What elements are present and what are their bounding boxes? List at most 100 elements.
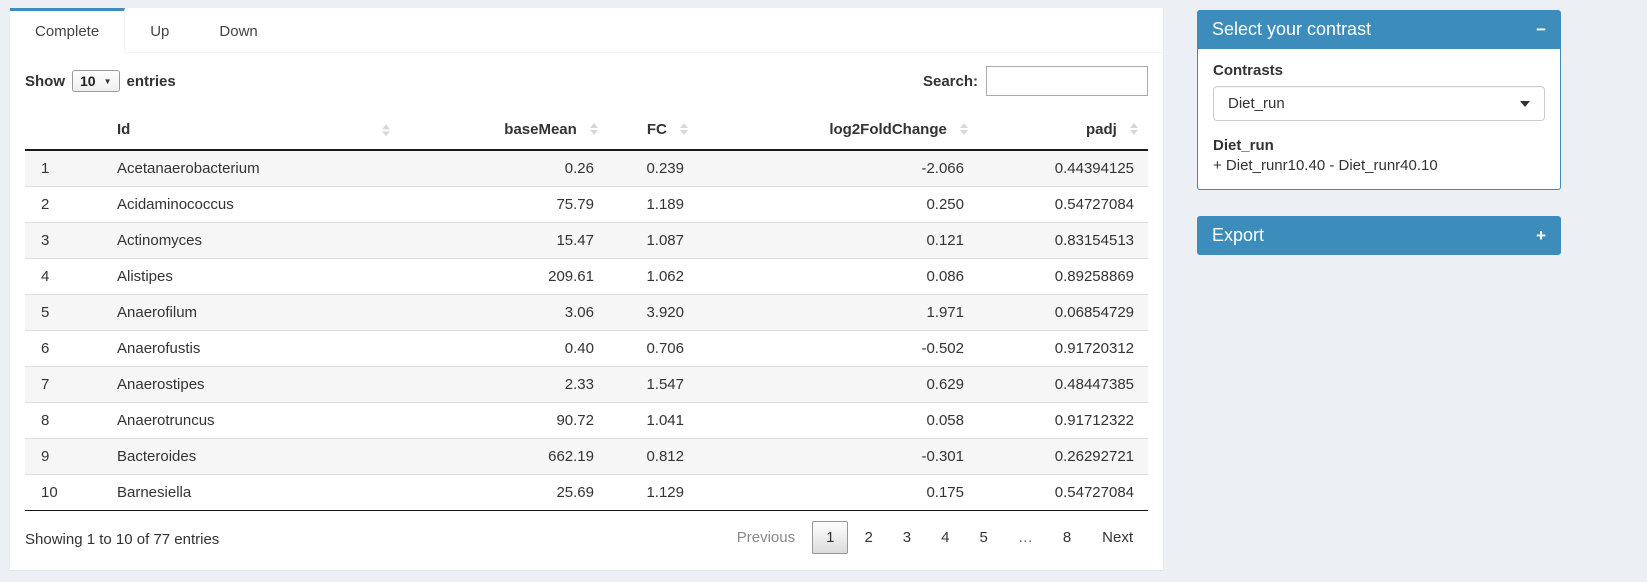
cell-id: Actinomyces: [117, 232, 203, 249]
contrast-select-value: Diet_run: [1228, 95, 1285, 112]
cell-id: Anaerofilum: [117, 304, 198, 321]
cell-fc: 1.189: [646, 196, 684, 213]
cell-index: 4: [41, 268, 50, 285]
pagination-page-1[interactable]: 1: [812, 521, 849, 554]
col-header-padj-label: padj: [1085, 121, 1117, 138]
cell-baseMean: 0.26: [564, 160, 594, 177]
contrast-name: Diet_run: [1213, 137, 1274, 154]
table-info: Showing 1 to 10 of 77 entries: [25, 531, 220, 548]
pagination-pages: 1 2 3 4 5 … 8: [810, 521, 1085, 554]
cell-id: Anaerotruncus: [117, 412, 215, 429]
expand-plus-icon[interactable]: +: [1536, 226, 1546, 245]
col-header-fc-label: FC: [646, 121, 667, 138]
cell-id: Bacteroides: [117, 448, 197, 465]
cell-baseMean: 75.79: [556, 196, 594, 213]
cell-padj: 0.89258869: [1054, 268, 1134, 285]
table-row: 6 Anaerofustis 0.40 0.706 -0.502 0.91720312: [25, 330, 1148, 367]
results-box: Complete Up Down Show 10 ▼ entries Searc…: [10, 8, 1163, 570]
col-header-fc[interactable]: FC: [608, 112, 698, 151]
cell-log2fc: 0.058: [926, 412, 964, 429]
sort-icon[interactable]: [680, 123, 688, 136]
table-row: 3 Actinomyces 15.47 1.087 0.121 0.83154513: [25, 222, 1148, 259]
export-panel: Export +: [1197, 216, 1561, 255]
cell-id: Acetanaerobacterium: [117, 160, 260, 177]
table-row: 9 Bacteroides 662.19 0.812 -0.301 0.26292721: [25, 438, 1148, 475]
contrast-select[interactable]: Diet_run: [1213, 86, 1545, 121]
cell-baseMean: 90.72: [556, 412, 594, 429]
sort-icon[interactable]: [1130, 123, 1138, 136]
cell-padj: 0.54727084: [1054, 196, 1134, 213]
col-header-rownum[interactable]: [25, 112, 105, 151]
page-length-control: Show 10 ▼ entries: [25, 70, 176, 92]
tab-complete[interactable]: Complete: [10, 8, 126, 53]
page-length-select[interactable]: 10 ▼: [72, 70, 120, 92]
cell-id: Anaerostipes: [117, 376, 205, 393]
tab-down[interactable]: Down: [219, 23, 258, 40]
cell-index: 9: [41, 448, 50, 465]
table-row: 4 Alistipes 209.61 1.062 0.086 0.89258869: [25, 258, 1148, 295]
pagination-page-2[interactable]: 2: [864, 529, 873, 546]
cell-fc: 0.812: [646, 448, 684, 465]
cell-fc: 3.920: [646, 304, 684, 321]
pagination-page-3[interactable]: 3: [902, 529, 912, 546]
cell-log2fc: 0.175: [926, 484, 964, 501]
pagination-previous[interactable]: Previous: [736, 529, 796, 546]
col-header-padj[interactable]: padj: [978, 112, 1148, 151]
cell-index: 2: [41, 196, 50, 213]
cell-id: Alistipes: [117, 268, 173, 285]
search-input[interactable]: [986, 66, 1148, 96]
table-header-row: Id baseMean FC log2FoldChange: [25, 112, 1148, 151]
sidebar: Select your contrast − Contrasts Diet_ru…: [1197, 10, 1561, 281]
cell-id: Anaerofustis: [117, 340, 201, 357]
table-row: 1 Acetanaerobacterium 0.26 0.239 -2.066 0.443…: [25, 150, 1148, 187]
cell-log2fc: 1.971: [926, 304, 964, 321]
results-tab-bar: Complete Up Down: [10, 8, 1163, 53]
show-label: Show: [25, 72, 65, 90]
collapse-minus-icon[interactable]: −: [1536, 20, 1546, 39]
cell-padj: 0.44394125: [1054, 160, 1134, 177]
select-caret-icon: ▼: [103, 76, 112, 86]
tab-up[interactable]: Up: [150, 23, 170, 40]
cell-log2fc: -0.502: [921, 340, 964, 357]
results-table: Id baseMean FC log2FoldChange: [25, 112, 1148, 511]
contrast-formula: + Diet_runr10.40 - Diet_runr40.10: [1213, 157, 1438, 174]
cell-log2fc: -2.066: [921, 160, 964, 177]
cell-baseMean: 0.40: [564, 340, 594, 357]
table-row: 2 Acidaminococcus 75.79 1.189 0.250 0.5472708…: [25, 186, 1148, 223]
cell-log2fc: -0.301: [921, 448, 964, 465]
cell-log2fc: 0.629: [926, 376, 964, 393]
cell-padj: 0.91712322: [1054, 412, 1134, 429]
col-header-id[interactable]: Id: [105, 112, 398, 151]
cell-fc: 0.706: [646, 340, 684, 357]
pagination-page-4[interactable]: 4: [941, 529, 950, 546]
col-header-log2foldchange[interactable]: log2FoldChange: [698, 112, 978, 151]
cell-fc: 1.129: [646, 484, 684, 501]
pagination-next[interactable]: Next: [1102, 529, 1133, 546]
cell-index: 3: [41, 232, 50, 249]
cell-id: Acidaminococcus: [117, 196, 234, 213]
pagination-page-5[interactable]: 5: [979, 529, 988, 546]
export-panel-title: Export: [1212, 225, 1265, 245]
cell-padj: 0.54727084: [1054, 484, 1134, 501]
sort-icon[interactable]: [382, 123, 390, 136]
cell-baseMean: 209.61: [548, 268, 594, 285]
table-row: 10 Barnesiella 25.69 1.129 0.175 0.54727084: [25, 474, 1148, 511]
cell-baseMean: 2.33: [564, 376, 594, 393]
pagination: Previous 1 2 3 4 5 … 8 Next: [720, 521, 1148, 554]
col-header-basemean[interactable]: baseMean: [398, 112, 608, 151]
table-row: 5 Anaerofilum 3.06 3.920 1.971 0.06854729: [25, 294, 1148, 331]
cell-fc: 0.239: [646, 160, 684, 177]
pagination-page-8[interactable]: 8: [1062, 529, 1072, 546]
contrast-panel-header: Select your contrast −: [1197, 10, 1561, 49]
sort-icon[interactable]: [960, 123, 968, 136]
chevron-down-icon: [1520, 100, 1530, 107]
cell-log2fc: 0.086: [926, 268, 964, 285]
cell-index: 1: [41, 160, 50, 177]
cell-fc: 1.041: [646, 412, 684, 429]
cell-baseMean: 3.06: [564, 304, 594, 321]
sort-icon[interactable]: [590, 123, 598, 136]
cell-padj: 0.91720312: [1054, 340, 1134, 357]
cell-fc: 1.062: [646, 268, 684, 285]
pagination-ellipsis: …: [1017, 529, 1033, 546]
cell-index: 5: [41, 304, 50, 321]
